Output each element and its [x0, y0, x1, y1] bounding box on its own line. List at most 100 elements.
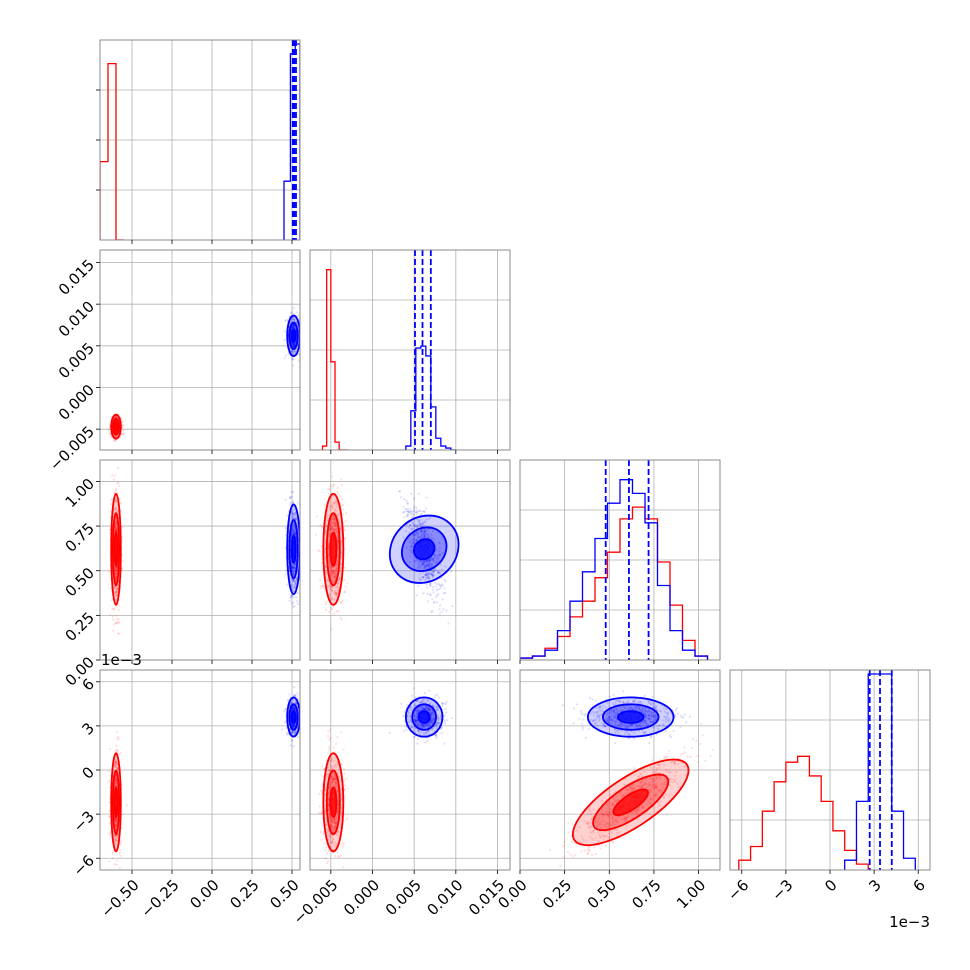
scatter-point — [409, 524, 412, 527]
scatter-point — [331, 521, 334, 525]
scatter-point — [291, 533, 294, 536]
scatter-point — [430, 564, 433, 567]
scatter-point — [425, 562, 428, 565]
scatter-point — [292, 344, 295, 347]
scatter-point — [114, 578, 118, 581]
scatter-point — [419, 537, 422, 540]
scatter-point — [427, 559, 430, 562]
scatter-point — [329, 528, 332, 531]
scatter-point — [303, 589, 305, 591]
scatter-point — [113, 591, 116, 594]
scatter-point — [114, 499, 117, 502]
scatter-point — [338, 577, 341, 580]
scatter-point — [412, 509, 416, 512]
scatter-point — [333, 575, 336, 578]
scatter-point — [405, 499, 408, 502]
scatter-point — [116, 618, 119, 621]
scatter-point — [115, 499, 118, 502]
scatter-point — [111, 607, 114, 610]
scatter-point — [292, 318, 296, 321]
scatter-point — [293, 533, 296, 536]
scatter-point — [112, 608, 115, 611]
scatter-point — [114, 566, 117, 569]
scatter-point — [290, 490, 293, 493]
scatter-point — [115, 588, 119, 591]
scatter-point — [291, 325, 295, 328]
scatter-point — [292, 532, 295, 535]
scatter-point — [329, 519, 333, 522]
scatter-point — [281, 728, 284, 731]
scatter-point — [289, 596, 292, 599]
scatter-point — [325, 569, 328, 572]
scatter-point — [296, 311, 299, 314]
scatter-point — [438, 612, 441, 616]
scatter-point — [328, 563, 331, 566]
scatter-point — [433, 569, 436, 572]
contour-red-0 — [322, 492, 345, 606]
scatter-point — [329, 528, 332, 532]
scatter-point — [406, 510, 410, 513]
scatter-point — [336, 502, 339, 505]
scatter-point — [115, 569, 118, 572]
scatter-point — [292, 523, 295, 526]
scatter-point — [293, 563, 296, 566]
scatter-point — [339, 526, 342, 529]
scatter-point — [289, 495, 292, 498]
scatter-point — [333, 501, 337, 505]
scatter-point — [423, 536, 426, 539]
scatter-point — [331, 580, 334, 583]
scatter-point — [293, 595, 296, 598]
scatter-point — [332, 571, 335, 574]
scatter-point — [447, 622, 450, 625]
scatter-point — [337, 589, 340, 592]
scatter-point — [294, 513, 297, 516]
scatter-point — [412, 507, 415, 510]
scatter-point — [422, 576, 425, 579]
scatter-point — [115, 420, 118, 423]
scatter-point — [414, 511, 417, 514]
scatter-point — [325, 600, 328, 604]
scatter-point — [333, 517, 336, 520]
scatter-point — [292, 323, 295, 326]
scatter-point — [416, 511, 419, 514]
scatter-point — [336, 492, 339, 495]
scatter-point — [292, 345, 295, 348]
scatter-point — [333, 580, 336, 583]
scatter-point — [331, 579, 334, 583]
scatter-point — [339, 570, 342, 574]
scatter-point — [121, 526, 124, 529]
scatter-point — [113, 863, 116, 866]
scatter-point — [419, 535, 423, 538]
scatter-point — [289, 503, 292, 506]
scatter-point — [331, 586, 334, 589]
scatter-point — [284, 547, 287, 550]
contour-red-2 — [329, 531, 338, 567]
scatter-point — [290, 533, 293, 536]
scatter-point — [434, 585, 437, 588]
scatter-point — [292, 523, 296, 527]
scatter-point — [327, 560, 330, 564]
scatter-point — [121, 560, 124, 563]
scatter-point — [117, 481, 120, 484]
scatter-point — [438, 542, 441, 545]
scatter-point — [337, 541, 340, 544]
scatter-point — [336, 546, 339, 549]
scatter-point — [290, 511, 293, 515]
scatter-point — [115, 522, 118, 525]
scatter-point — [114, 527, 118, 531]
scatter-point — [413, 559, 417, 563]
scatter-point — [420, 523, 423, 526]
scatter-point — [327, 585, 330, 588]
scatter-point — [428, 566, 431, 569]
scatter-point — [336, 561, 339, 564]
scatter-point — [294, 579, 297, 583]
scatter-point — [339, 526, 342, 529]
scatter-point — [109, 613, 112, 616]
scatter-point — [112, 629, 115, 632]
scatter-point — [295, 516, 298, 519]
scatter-point — [114, 750, 117, 753]
scatter-point — [117, 632, 120, 635]
scatter-point — [115, 528, 118, 531]
scatter-point — [115, 590, 118, 594]
